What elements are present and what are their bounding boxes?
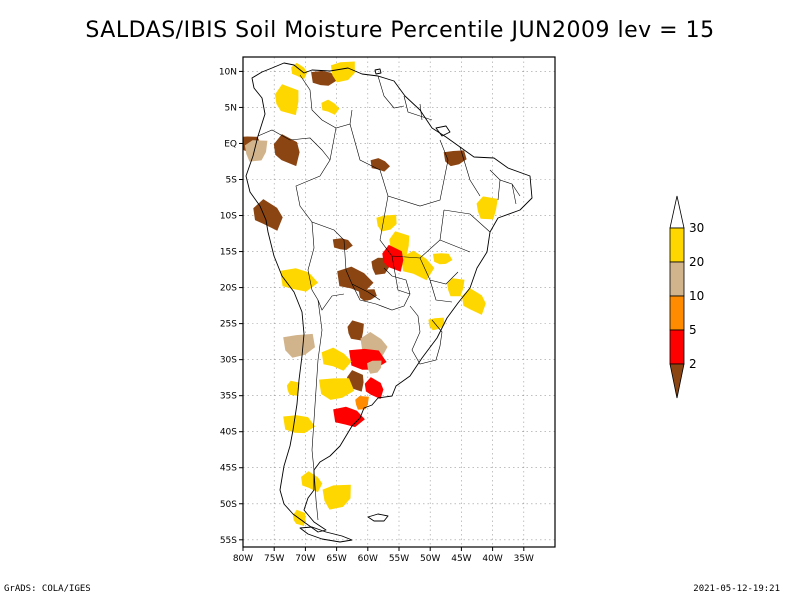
data-patch — [330, 61, 355, 83]
lon-tick-label: 40W — [482, 554, 502, 564]
data-patch — [382, 244, 404, 272]
border-colombia-peru-ecuador — [257, 129, 331, 161]
border-peru-bolivia-chile — [307, 221, 345, 311]
data-patch — [337, 266, 374, 294]
colorbar-segment — [669, 227, 685, 263]
lat-tick-label: 5N — [225, 103, 237, 113]
colorbar-label: 10 — [689, 289, 704, 303]
lat-tick-label: 40S — [220, 428, 237, 438]
colorbar-segment — [669, 261, 685, 297]
data-patch — [462, 288, 486, 315]
lat-tick-label: 25S — [220, 320, 237, 330]
border-guianas — [403, 95, 433, 121]
lon-tick-label: 75W — [264, 554, 284, 564]
border-bolivia-paraguay — [351, 267, 411, 311]
lon-tick-label: 70W — [295, 554, 315, 564]
map-title: SALDAS/IBIS Soil Moisture Percentile JUN… — [85, 18, 715, 43]
border-northeast-brazil — [489, 169, 521, 205]
data-patch — [275, 84, 299, 116]
colorbar: 2 5 10 20 30 — [669, 195, 704, 399]
border-argentina-chile — [311, 299, 323, 521]
lon-tick-label: 65W — [326, 554, 346, 564]
data-patch — [347, 320, 364, 341]
colorbar-label: 2 — [689, 357, 697, 371]
data-patch — [333, 406, 365, 428]
lat-tick-label: EQ — [224, 139, 237, 149]
data-patch — [321, 347, 352, 371]
data-patch — [283, 415, 316, 434]
data-patch — [322, 484, 351, 510]
axis-ticks: 10N 5N EQ 5S 10S 15S 20S 25S 30S 35S 40S 45S 50S 55S 8… — [219, 67, 534, 564]
lon-tick-label: 35W — [514, 554, 534, 564]
lon-tick-label: 50W — [420, 554, 440, 564]
lat-tick-label: 55S — [220, 536, 237, 546]
border-brazil-states — [349, 123, 491, 303]
colorbar-label: 20 — [689, 255, 704, 269]
coastlines — [245, 62, 533, 543]
data-patch — [358, 289, 377, 301]
colorbar-bottom-arrow — [669, 363, 685, 399]
data-patch — [311, 70, 338, 86]
data-patch — [318, 378, 355, 400]
colorbar-segment — [669, 329, 685, 365]
lat-tick-label: 20S — [220, 284, 237, 294]
lat-tick-label: 10N — [219, 67, 237, 77]
footer-timestamp: 2021-05-12-19:21 — [693, 584, 780, 594]
lon-tick-label: 55W — [389, 554, 409, 564]
data-patch — [286, 380, 300, 396]
data-patch — [273, 134, 300, 167]
data-patch — [293, 509, 306, 526]
lon-tick-label: 80W — [233, 554, 253, 564]
lon-tick-label: 45W — [451, 554, 471, 564]
data-patch — [291, 62, 308, 80]
marajo-island — [435, 125, 451, 137]
colorbar-segment — [669, 295, 685, 331]
lat-tick-label: 35S — [220, 392, 237, 402]
footer-software-credit: GrADS: COLA/IGES — [4, 584, 91, 594]
lat-tick-label: 45S — [220, 464, 237, 474]
tierra-del-fuego — [299, 526, 353, 543]
data-patch — [401, 250, 435, 281]
border-argentina-brazil-uruguay — [409, 305, 443, 365]
border-venezuela-guyana — [377, 75, 405, 109]
data-patch — [360, 332, 388, 358]
data-patch — [447, 278, 465, 297]
colorbar-top-arrow — [669, 195, 685, 229]
colorbar-label: 5 — [689, 323, 697, 337]
data-patch — [332, 238, 353, 250]
data-patch — [301, 471, 323, 493]
data-patch — [476, 196, 498, 220]
lat-tick-label: 30S — [220, 356, 237, 366]
data-patch — [367, 360, 382, 374]
data-patch — [244, 140, 268, 162]
data-patch — [432, 253, 453, 265]
lat-tick-label: 50S — [220, 500, 237, 510]
trinidad — [374, 68, 382, 75]
data-patch — [376, 214, 397, 232]
falkland-islands — [367, 513, 389, 522]
data-patch — [283, 333, 315, 358]
lat-tick-label: 15S — [220, 248, 237, 258]
data-patch — [443, 150, 467, 167]
colorbar-label: 30 — [689, 221, 704, 235]
country-borders — [257, 74, 521, 521]
data-patch — [321, 99, 340, 115]
lon-tick-label: 60W — [358, 554, 378, 564]
lat-tick-label: 5S — [226, 176, 238, 186]
lat-tick-label: 10S — [220, 212, 237, 222]
data-patches — [243, 61, 498, 526]
data-patch — [370, 158, 390, 172]
data-patch — [355, 396, 369, 410]
data-patch — [364, 377, 384, 399]
border-brazil-west — [295, 127, 381, 301]
